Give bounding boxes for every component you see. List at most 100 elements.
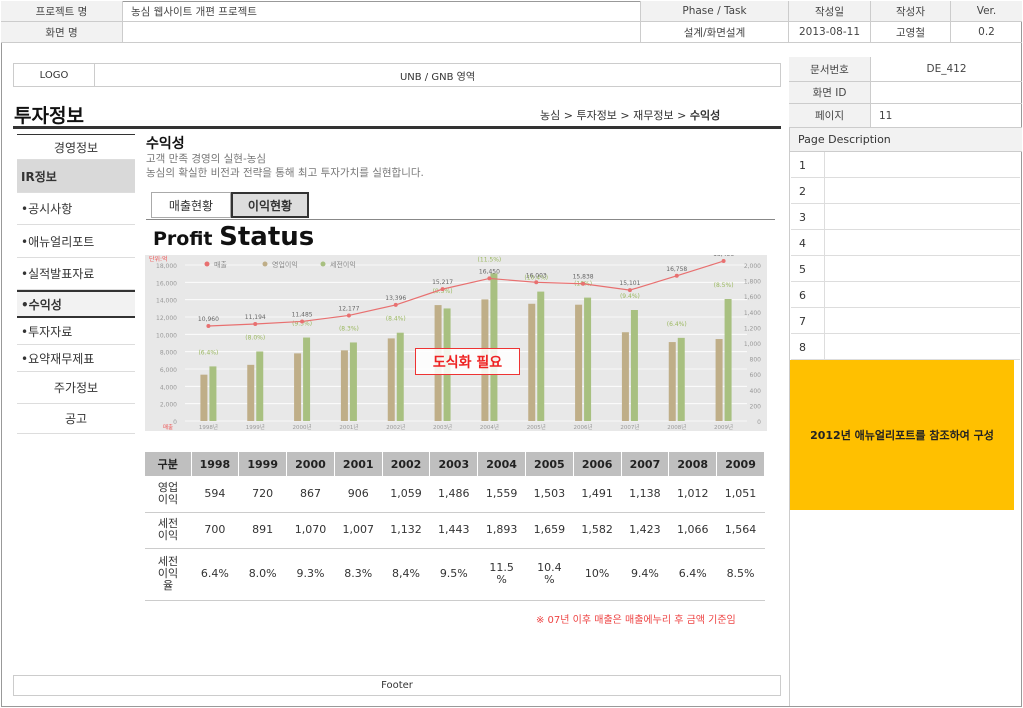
bar-operating-profit (200, 374, 208, 421)
screen-value (123, 22, 641, 43)
pd-row-number: 6 (799, 289, 806, 302)
bar-operating-profit (668, 342, 676, 421)
table-cell: 906 (334, 476, 383, 513)
table-cell: 891 (238, 512, 287, 549)
big-title-a: Profit (153, 228, 220, 250)
sidebar-item-6[interactable]: •투자자료 (17, 318, 135, 345)
section-sub1: 고객 만족 경영의 실현-농심 (146, 153, 267, 165)
table-cell: 8.5% (716, 548, 765, 601)
table-row: 세전 이익 700 891 1,070 1,007 1,132 1,443 1,893 1,65… (145, 512, 765, 549)
sales-label: 10,960 (198, 316, 219, 323)
sidebar-item-5[interactable]: •수익성 (17, 290, 135, 318)
legend-label: 세전이익 (330, 260, 356, 269)
logo[interactable]: LOGO (13, 63, 95, 87)
sidebar-item-4[interactable]: •실적발표자료 (17, 258, 135, 290)
legend-label: 영업이익 (272, 260, 298, 269)
date-value: 2013-08-11 (789, 22, 871, 43)
x-tick-label: 2006년 (574, 423, 593, 431)
breadcrumb-current: 수익성 (689, 109, 721, 122)
pd-row: 6 (791, 282, 1020, 308)
bar-pretax-profit (630, 310, 638, 421)
table-cell: 1,486 (429, 476, 478, 513)
x-tick-label: 2000년 (293, 423, 312, 431)
page-description-note: 2012년 애뉴얼리포트를 참조하여 구성 (790, 360, 1014, 510)
table-cell: 1,132 (382, 512, 430, 549)
docno-value: DE_412 (871, 57, 1022, 82)
x-tick-label: 2008년 (667, 423, 686, 431)
legend-label: 매출 (214, 260, 227, 269)
legend-marker (320, 261, 326, 267)
ratio-label: (11.5%) (478, 256, 502, 263)
left-tick: 12,000 (156, 315, 177, 322)
date-label: 작성일 (789, 1, 871, 22)
page-value: 11 (871, 104, 1022, 128)
sidebar-item-9[interactable]: 공고 (17, 404, 135, 434)
sidebar-item-3[interactable]: •애뉴얼리포트 (17, 225, 135, 258)
sidebar-item-7[interactable]: •요약재무제표 (17, 345, 135, 372)
right-tick: 2,000 (744, 263, 761, 270)
pd-row-number: 3 (799, 211, 806, 224)
table-header: 2006 (573, 452, 622, 476)
sales-point (253, 321, 258, 326)
table-cell: 1,443 (429, 512, 478, 549)
legend-marker (262, 261, 268, 267)
sales-point (440, 287, 445, 292)
sidebar-item-2[interactable]: •공시사항 (17, 193, 135, 225)
sidebar-item-1[interactable]: IR정보 (17, 160, 135, 193)
sales-label: 12,177 (338, 305, 359, 312)
table-cell: 8,4% (382, 548, 430, 601)
tab-profit[interactable]: 이익현황 (231, 192, 309, 218)
bar-operating-profit (247, 364, 255, 421)
right-tick: 0 (757, 419, 761, 426)
page-label: 페이지 (789, 104, 871, 128)
bar-pretax-profit (209, 366, 217, 421)
breadcrumb-path[interactable]: 농심 > 투자정보 > 재무정보 > (540, 109, 690, 122)
big-title-b: Status (219, 222, 315, 252)
right-tick: 1,000 (744, 341, 761, 348)
ratio-label: (9.3%) (292, 321, 312, 328)
ver-value: 0.2 (951, 22, 1022, 43)
breadcrumb: 농심 > 투자정보 > 재무정보 > 수익성 (540, 107, 720, 123)
pd-row: 3 (791, 204, 1020, 230)
table-cell: 1,491 (573, 476, 622, 513)
table-cell: 8.0% (238, 548, 287, 601)
table-header: 2008 (668, 452, 718, 476)
screenid-value (871, 82, 1022, 104)
pd-row: 1 (791, 152, 1020, 178)
sales-label: 13,396 (385, 295, 406, 302)
panel-divider (789, 128, 790, 706)
table-cell: 8.3% (334, 548, 383, 601)
sales-label: 18,456 (713, 255, 734, 258)
left-tick: 16,000 (156, 280, 177, 287)
ratio-label: (6.4%) (667, 321, 687, 328)
bar-pretax-profit (724, 299, 732, 421)
ratio-label: (8.3%) (339, 325, 359, 332)
pd-row-divider (824, 334, 825, 360)
x-tick-label: 2007년 (620, 423, 639, 431)
table-cell: 700 (191, 512, 239, 549)
tab-sales[interactable]: 매출현황 (151, 192, 231, 218)
bar-pretax-profit (584, 297, 592, 421)
left-tick: 2,000 (160, 402, 177, 409)
footer: Footer (13, 675, 781, 696)
sidebar-item-0[interactable]: 경영정보 (17, 134, 135, 160)
pd-row: 2 (791, 178, 1020, 204)
x-tick-label: 1999년 (246, 423, 265, 431)
right-tick: 1,600 (744, 294, 761, 301)
pd-row-divider (824, 204, 825, 230)
right-tick: 200 (750, 403, 762, 410)
row-label: 영업 이익 (145, 476, 191, 513)
bar-pretax-profit (256, 351, 264, 421)
bar-operating-profit (575, 304, 583, 421)
table-cell: 6.4% (191, 548, 239, 601)
ratio-label: (8.4%) (386, 316, 406, 323)
gnb-area[interactable]: UNB / GNB 영역 (95, 63, 781, 87)
pd-row-number: 2 (799, 185, 806, 198)
sales-label: 15,838 (573, 274, 594, 281)
left-tick: 4,000 (160, 384, 177, 391)
table-header: 2003 (429, 452, 479, 476)
sales-label: 11,194 (245, 314, 266, 321)
pd-row: 5 (791, 256, 1020, 282)
sidebar-item-8[interactable]: 주가정보 (17, 372, 135, 404)
table-cell: 1,070 (286, 512, 335, 549)
